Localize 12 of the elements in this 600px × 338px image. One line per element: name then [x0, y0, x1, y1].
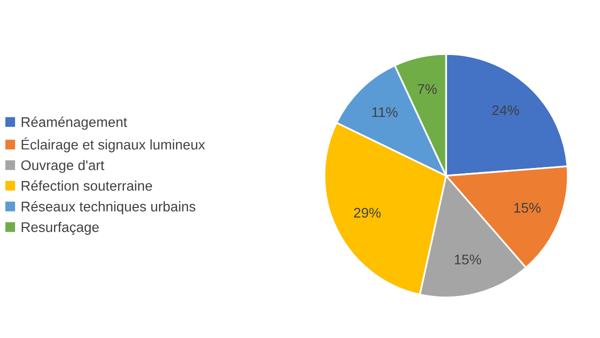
data-label: 15%	[514, 202, 541, 213]
legend-label: Ouvrage d'art	[21, 160, 104, 173]
legend-label: Resurfaçage	[22, 222, 99, 235]
data-label: 7%	[418, 84, 437, 94]
data-label: 29%	[354, 208, 381, 218]
data-label: 15%	[454, 254, 482, 264]
legend-label: Réaménagement	[22, 116, 128, 130]
data-label: 24%	[492, 105, 519, 116]
data-label: 11%	[372, 107, 398, 118]
legend-label: Réfection souterraine	[22, 180, 152, 191]
legend-label: Réseaux techniques urbains	[22, 201, 196, 214]
legend-label: Éclairage et signaux lumineux	[22, 137, 205, 152]
